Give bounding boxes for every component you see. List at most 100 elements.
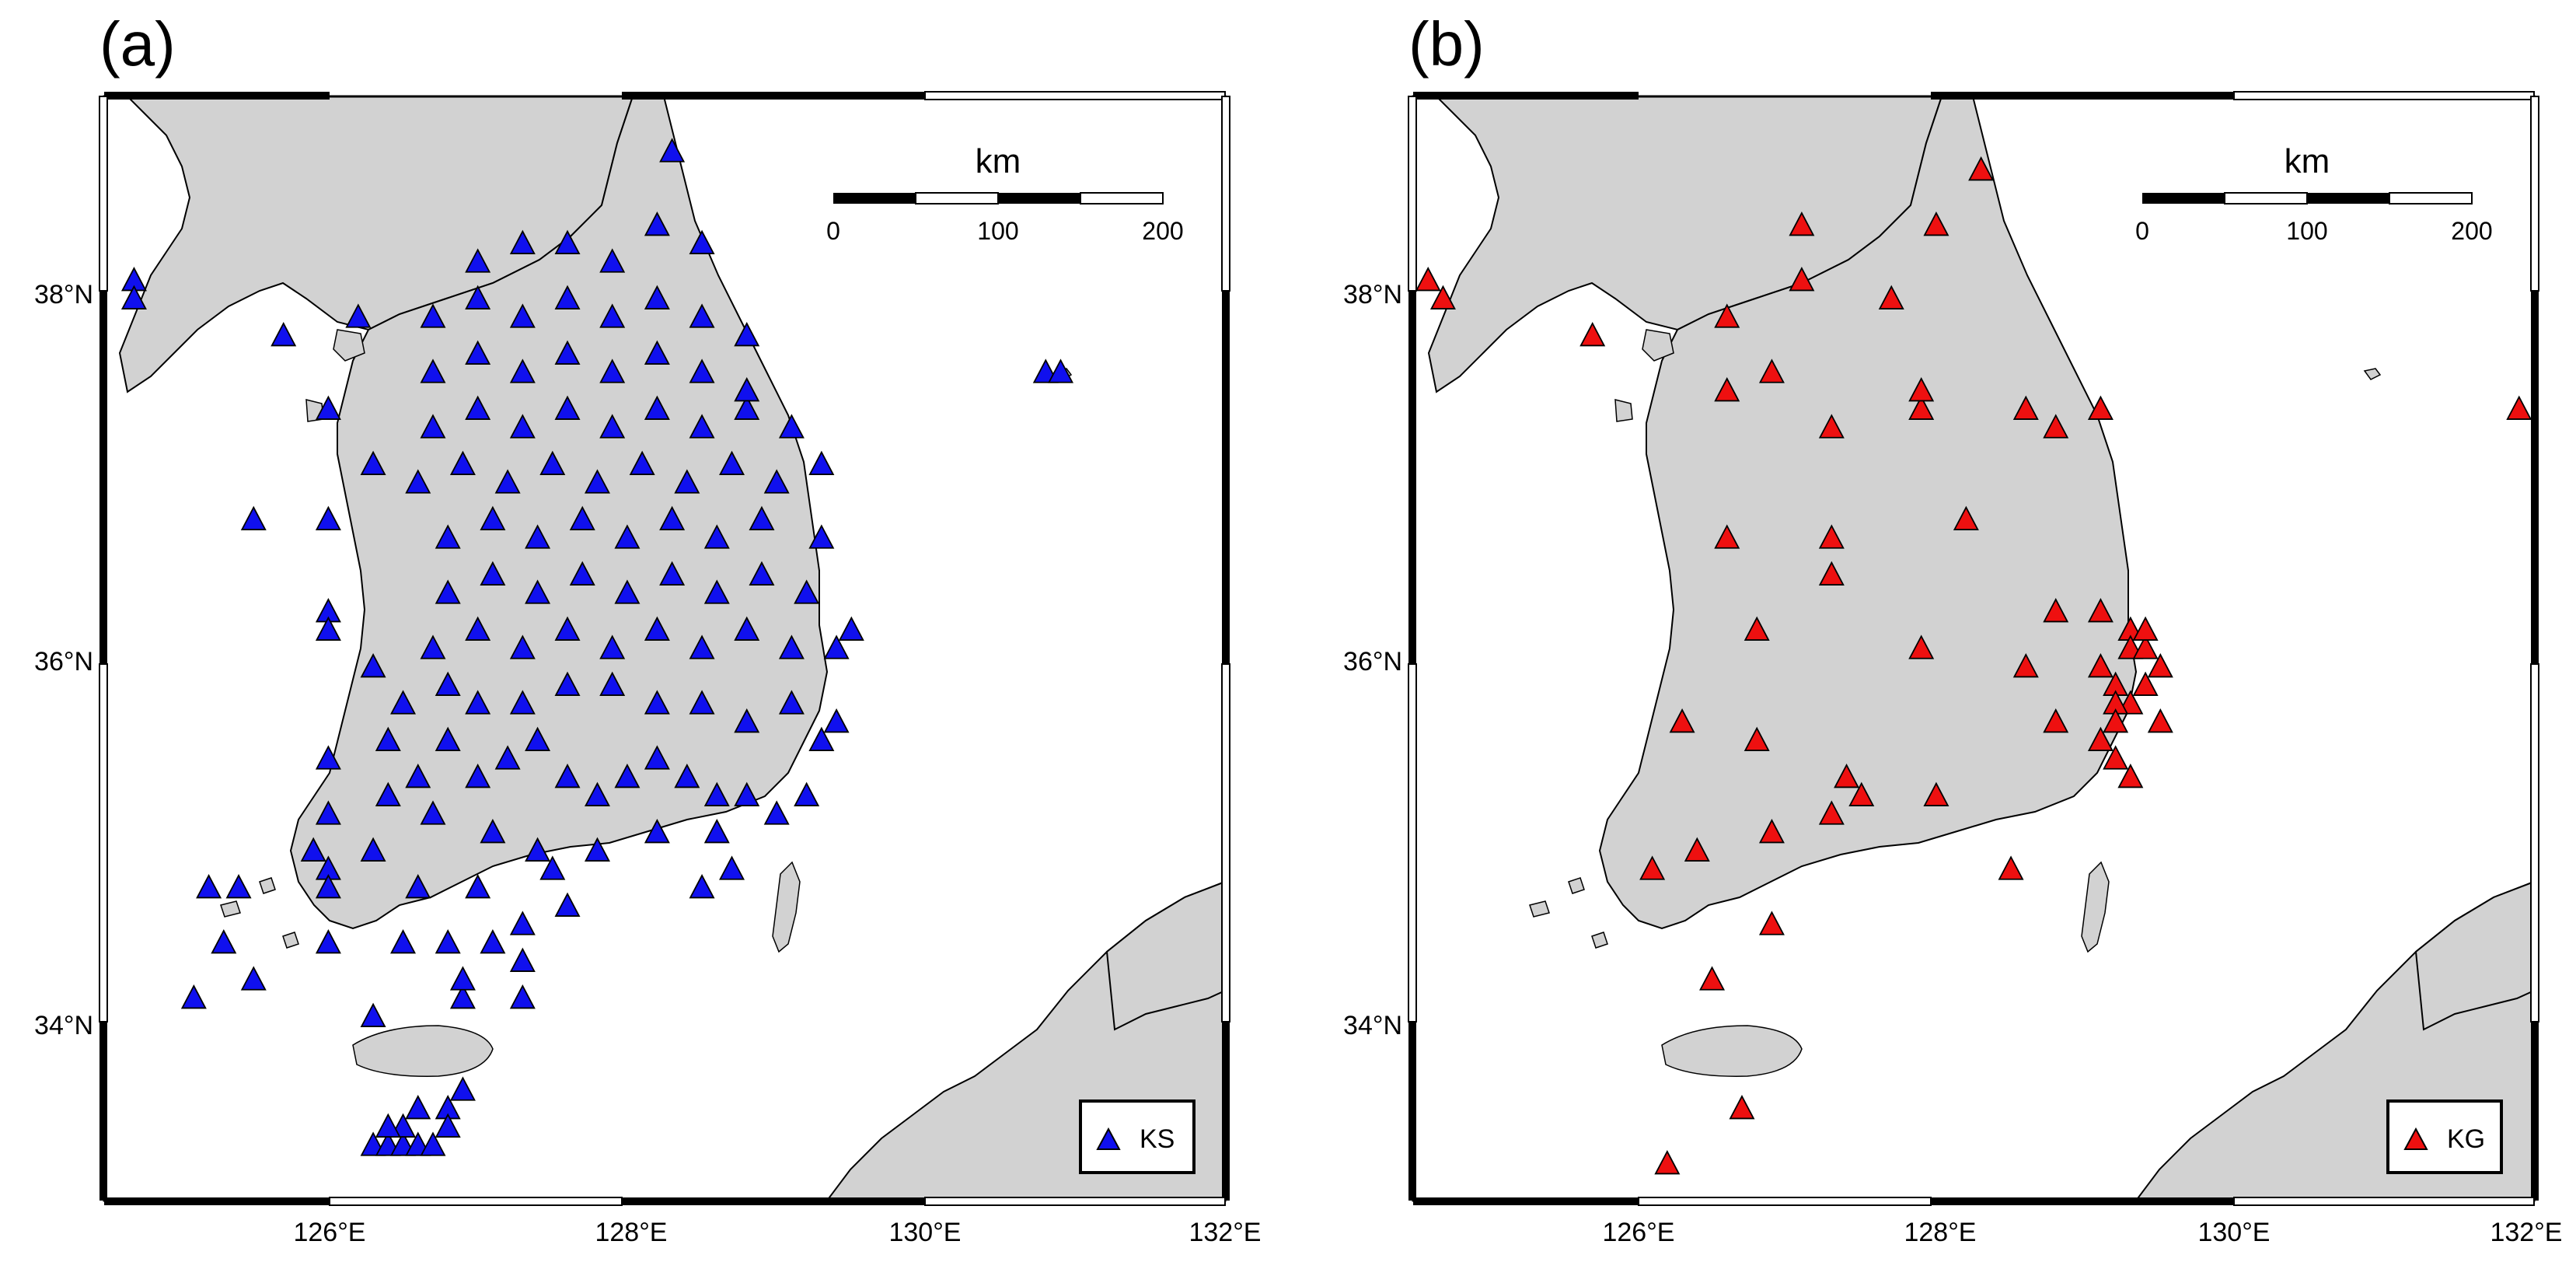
station-marker-ks: [509, 303, 536, 328]
panel-b: (b) 34°N 36°N 38°N 126°E 128°E 130°E 132…: [1343, 9, 2562, 1247]
station-marker-ks: [554, 229, 581, 254]
station-marker-ks: [599, 671, 626, 696]
legend-b: KG: [2386, 1099, 2503, 1174]
scale-tick-a-200: 200: [1142, 217, 1183, 245]
lat-tick-a-34: 34°N: [34, 1011, 93, 1040]
station-marker-ks: [420, 800, 446, 825]
station-marker-kg: [1818, 524, 1845, 549]
station-marker-kg: [1714, 524, 1740, 549]
station-marker-ks: [525, 524, 551, 549]
scale-unit-a: km: [976, 142, 1021, 180]
station-marker-kg: [1744, 616, 1770, 641]
station-marker-ks: [614, 579, 641, 604]
station-marker-ks: [360, 450, 386, 475]
station-marker-kg: [1848, 781, 1875, 806]
station-marker-kg: [1908, 395, 1935, 420]
station-marker-ks: [554, 285, 581, 309]
station-marker-ks: [435, 1113, 461, 1138]
station-marker-ks: [823, 708, 850, 733]
station-marker-kg: [1714, 376, 1740, 402]
station-marker-ks: [749, 561, 775, 586]
station-marker-kg: [1415, 266, 1441, 292]
station-marker-ks: [375, 781, 401, 806]
station-marker-kg: [1639, 855, 1666, 880]
station-marker-ks: [390, 928, 417, 954]
station-marker-ks: [808, 726, 835, 751]
station-marker-ks: [315, 395, 341, 420]
legend-text-b: KG: [2447, 1124, 2485, 1154]
station-marker-ks: [823, 634, 850, 659]
lon-tick-b-130: 130°E: [2197, 1218, 2270, 1247]
station-marker-kg: [2043, 708, 2069, 733]
lat-tick-a-38: 38°N: [34, 280, 93, 309]
legend-text-a: KS: [1140, 1124, 1175, 1154]
station-marker-ks: [749, 505, 775, 530]
station-marker-ks: [420, 358, 446, 383]
station-marker-ks: [554, 671, 581, 696]
station-markers-ks: [120, 138, 1073, 1156]
station-marker-ks: [808, 524, 835, 549]
station-marker-ks: [644, 285, 670, 309]
station-marker-ks: [644, 690, 670, 715]
station-marker-ks: [509, 358, 536, 383]
station-marker-ks: [644, 211, 670, 236]
station-marker-ks: [614, 763, 641, 788]
station-marker-ks: [449, 966, 476, 991]
station-marker-kg: [2043, 597, 2069, 623]
station-marker-ks: [703, 818, 730, 844]
station-marker-ks: [644, 395, 670, 420]
lat-tick-b-34: 34°N: [1343, 1011, 1402, 1040]
station-marker-kg: [1923, 781, 1949, 806]
station-marker-ks: [375, 726, 401, 751]
station-marker-kg: [1429, 285, 1456, 309]
station-marker-ks: [599, 248, 626, 273]
station-marker-kg: [2506, 395, 2532, 420]
legend-triangle-b: [2403, 1127, 2428, 1150]
legend-triangle-a: [1096, 1127, 1121, 1150]
station-marker-ks: [465, 763, 491, 788]
station-marker-ks: [480, 818, 506, 844]
station-marker-ks: [435, 726, 461, 751]
station-marker-kg: [1968, 156, 1995, 181]
station-marker-ks: [584, 837, 610, 862]
station-marker-ks: [435, 579, 461, 604]
station-marker-ks: [539, 450, 566, 475]
lon-tick-b-132: 132°E: [2490, 1218, 2562, 1247]
station-marker-kg: [1908, 634, 1935, 659]
station-marker-kg: [1908, 376, 1935, 402]
station-marker-ks: [435, 928, 461, 954]
station-marker-ks: [405, 1094, 431, 1120]
station-marker-kg: [1818, 561, 1845, 586]
station-marker-ks: [120, 285, 147, 309]
station-marker-ks: [345, 303, 372, 328]
station-marker-ks: [271, 321, 297, 347]
station-marker-ks: [300, 837, 326, 862]
station-marker-kg: [2103, 708, 2129, 733]
station-marker-ks: [465, 690, 491, 715]
station-marker-ks: [599, 414, 626, 439]
station-marker-kg: [2147, 708, 2173, 733]
station-marker-ks: [689, 634, 715, 659]
station-marker-kg: [2132, 616, 2159, 641]
station-marker-ks: [554, 763, 581, 788]
station-marker-ks: [435, 524, 461, 549]
station-marker-kg: [1744, 726, 1770, 751]
station-marker-ks: [674, 763, 700, 788]
station-marker-kg: [2103, 745, 2129, 770]
station-marker-ks: [763, 800, 790, 825]
station-marker-ks: [569, 505, 595, 530]
station-marker-ks: [465, 616, 491, 641]
scale-unit-b: km: [2285, 142, 2330, 180]
station-marker-ks: [689, 358, 715, 383]
lon-tick-a-126: 126°E: [293, 1218, 365, 1247]
station-marker-ks: [644, 616, 670, 641]
station-marker-ks: [659, 505, 686, 530]
station-marker-ks: [465, 873, 491, 899]
station-marker-ks: [689, 229, 715, 254]
station-marker-kg: [1818, 800, 1845, 825]
station-marker-kg: [1923, 211, 1949, 236]
station-marker-ks: [554, 340, 581, 365]
station-marker-ks: [225, 873, 252, 899]
station-marker-ks: [794, 781, 820, 806]
station-marker-ks: [808, 450, 835, 475]
